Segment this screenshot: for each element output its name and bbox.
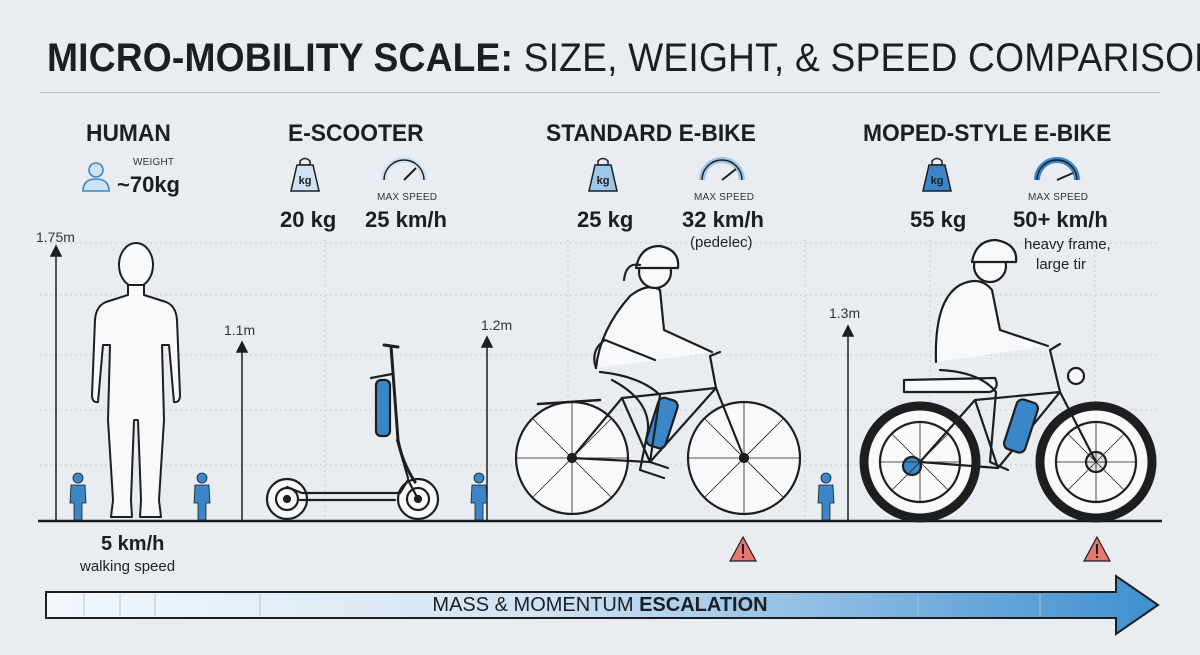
moped-speed-label: MAX SPEED <box>1028 192 1089 203</box>
escooter-drawing <box>265 343 440 521</box>
human-weight-label: WEIGHT <box>133 157 175 168</box>
human-heading: HUMAN <box>86 120 171 147</box>
escooter-weight-icon-text: kg <box>299 175 312 187</box>
title-rest: SIZE, WEIGHT, & SPEED COMPARISON <box>513 36 1200 80</box>
moped-height-label: 1.3m <box>829 305 861 321</box>
height-arrow-ebike <box>480 335 494 520</box>
ebike-speed-value: 32 km/h <box>682 207 764 232</box>
weight-icon: kg <box>588 157 618 192</box>
escalation-label-normal: MASS & MOMENTUM <box>432 594 640 616</box>
weight-icon: kg <box>290 157 320 192</box>
human-figure <box>91 242 181 518</box>
moped-speed-value: 50+ km/h <box>1013 207 1108 232</box>
moped-drawing <box>859 238 1157 523</box>
escooter-speed-value: 25 km/h <box>365 207 447 232</box>
escooter-weight-value: 20 kg <box>280 207 337 232</box>
moped-speed-note-2: large tir <box>1036 256 1087 273</box>
escooter-heading: E-SCOOTER <box>288 120 424 147</box>
warning-marks <box>742 544 1098 558</box>
escooter-height-label: 1.1m <box>224 322 256 338</box>
page-title: MICRO-MOBILITY SCALE: SIZE, WEIGHT, & SP… <box>47 36 1200 81</box>
escalation-arrow <box>45 574 1160 636</box>
human-speed-value: 5 km/h <box>101 533 165 555</box>
ebike-weight-value: 25 kg <box>577 207 634 232</box>
human-speed-note: walking speed <box>80 558 176 575</box>
height-arrow-escooter <box>235 340 249 520</box>
speedometer-icon <box>1034 157 1080 181</box>
weight-icon: kg <box>922 157 952 192</box>
moped-speed-note-1: heavy frame, <box>1024 236 1111 253</box>
escooter-speed-label: MAX SPEED <box>377 192 438 203</box>
ebike-height-label: 1.2m <box>481 317 513 333</box>
height-arrow-moped <box>841 324 855 520</box>
moped-weight-icon-text: kg <box>931 175 944 187</box>
small-person-icon <box>69 472 835 521</box>
human-weight-value: ~70kg <box>117 172 180 197</box>
ebike-speed-note: (pedelec) <box>690 234 753 251</box>
person-icon <box>82 162 110 192</box>
moped-heading: MOPED-STYLE E-BIKE <box>863 120 1112 147</box>
speedometer-icon <box>381 157 427 181</box>
escalation-label-bold: ESCALATION <box>639 594 768 616</box>
ebike-speed-label: MAX SPEED <box>694 192 755 203</box>
human-height-label: 1.75m <box>36 229 75 245</box>
escalation-label: MASS & MOMENTUM ESCALATION <box>0 594 1200 617</box>
title-bold: MICRO-MOBILITY SCALE: <box>47 36 514 80</box>
speedometer-icon <box>699 157 745 181</box>
ebike-weight-icon-text: kg <box>597 175 610 187</box>
height-arrow-human <box>49 244 63 520</box>
title-divider <box>40 92 1160 93</box>
moped-weight-value: 55 kg <box>910 207 967 232</box>
warning-icon <box>728 535 1112 562</box>
ebike-drawing <box>514 244 802 516</box>
ebike-heading: STANDARD E-BIKE <box>546 120 756 147</box>
